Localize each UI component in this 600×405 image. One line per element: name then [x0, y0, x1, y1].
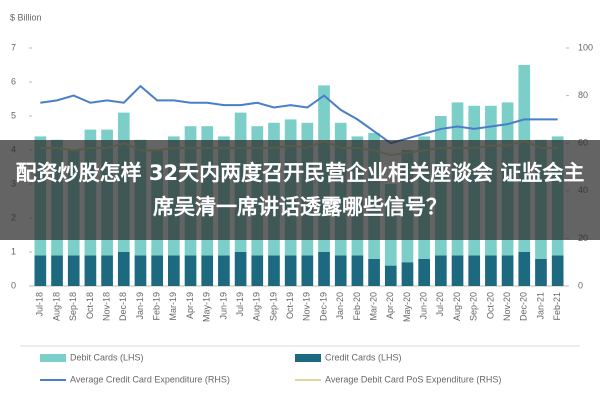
x-tick-label: May-19 [202, 292, 212, 322]
x-tick-label: Sep-19 [268, 292, 278, 321]
bar [351, 255, 364, 286]
y-axis-label: $ Billion [10, 12, 42, 22]
y-tick-label: 6 [11, 76, 16, 86]
bar [234, 252, 247, 286]
bar [435, 255, 447, 286]
x-tick-label: Feb-19 [152, 292, 162, 321]
x-tick-label: Apr-20 [385, 292, 395, 319]
bar [401, 262, 414, 286]
y2-tick-label: 100 [578, 42, 593, 52]
bar [368, 258, 380, 286]
x-tick-label: Jul-19 [235, 292, 245, 317]
x-tick-label: Oct-19 [285, 292, 295, 319]
x-tick-label: Aug-19 [252, 292, 262, 321]
y2-tick-label: 80 [578, 90, 588, 100]
x-tick-label: Nov-20 [502, 292, 512, 321]
x-tick-label: Jun-20 [419, 292, 429, 320]
bar [468, 255, 481, 286]
bar [101, 255, 113, 286]
legend-label: Debit Cards (LHS) [70, 352, 144, 362]
x-tick-label: Feb-20 [352, 292, 362, 321]
x-tick-label: Oct-20 [485, 292, 495, 319]
bar [284, 255, 297, 286]
bar [535, 258, 547, 286]
x-tick-label: Dec-18 [118, 292, 128, 321]
y-tick-label: 5 [11, 110, 16, 120]
bar [184, 255, 197, 286]
legend-swatch [295, 354, 321, 362]
bar [134, 255, 147, 286]
bar [168, 255, 180, 286]
bar [117, 252, 130, 286]
bar [301, 255, 314, 286]
x-tick-label: Oct-18 [85, 292, 95, 319]
bar [251, 255, 264, 286]
bar [201, 255, 214, 286]
legend-label: Average Credit Card Expenditure (RHS) [70, 374, 230, 384]
bar [551, 255, 564, 286]
x-tick-label: Sep-18 [68, 292, 78, 321]
x-tick-label: Jan-19 [135, 292, 145, 320]
x-tick-label: Jul-20 [435, 292, 445, 317]
legend-label: Credit Cards (LHS) [325, 352, 402, 362]
bar [84, 255, 97, 286]
x-tick-label: Sep-20 [469, 292, 479, 321]
bar [334, 255, 347, 286]
x-tick-label: Mar-20 [368, 292, 378, 321]
x-tick-label: May-20 [402, 292, 412, 322]
x-tick-label: Aug-18 [51, 292, 61, 321]
bar [384, 265, 397, 286]
x-tick-label: Nov-19 [302, 292, 312, 321]
bar [151, 255, 163, 286]
bar [268, 255, 280, 286]
x-tick-label: Dec-19 [318, 292, 328, 321]
x-tick-label: Jul-18 [35, 292, 45, 317]
bar [485, 255, 497, 286]
y2-tick-label: 0 [578, 280, 583, 290]
y-tick-label: 1 [11, 246, 16, 256]
x-tick-label: Feb-21 [552, 292, 562, 321]
x-tick-label: Jan-20 [335, 292, 345, 320]
x-tick-label: Jan-21 [535, 292, 545, 320]
x-tick-label: Dec-20 [519, 292, 529, 321]
x-tick-label: Mar-19 [168, 292, 178, 321]
bar [51, 255, 63, 286]
headline-banner: 配资炒股怎样 32天内两度召开民营企业相关座谈会 证监会主席吴清一席讲话透露哪些… [0, 140, 600, 240]
legend-label: Average Debit Card PoS Expenditure (RHS) [325, 374, 501, 384]
line [40, 84, 558, 145]
y-tick-label: 0 [11, 280, 16, 290]
x-tick-label: Jun-19 [218, 292, 228, 320]
bar [501, 255, 514, 286]
bar [218, 255, 230, 286]
y-tick-label: 7 [11, 42, 16, 52]
headline: 配资炒股怎样 32天内两度召开民营企业相关座谈会 证监会主席吴清一席讲话透露哪些… [15, 161, 585, 219]
legend-swatch [40, 354, 66, 362]
x-tick-label: Apr-19 [185, 292, 195, 319]
bar [451, 255, 464, 286]
bar [67, 255, 80, 286]
x-tick-label: Nov-18 [101, 292, 111, 321]
x-tick-label: Aug-20 [452, 292, 462, 321]
bar [518, 252, 531, 286]
bar [318, 252, 330, 286]
bar [34, 255, 47, 286]
bar [418, 258, 430, 286]
